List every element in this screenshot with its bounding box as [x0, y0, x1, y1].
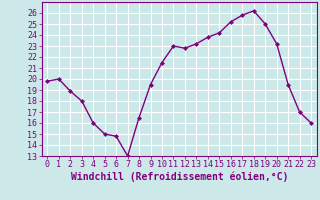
X-axis label: Windchill (Refroidissement éolien,°C): Windchill (Refroidissement éolien,°C)	[70, 172, 288, 182]
